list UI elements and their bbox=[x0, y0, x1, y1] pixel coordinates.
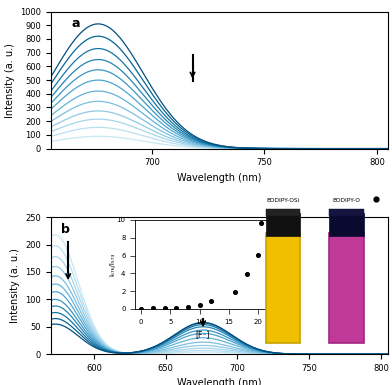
Text: BODIPY-OSi: BODIPY-OSi bbox=[267, 198, 300, 203]
Y-axis label: Intensity (a. u.): Intensity (a. u.) bbox=[10, 248, 20, 323]
Point bbox=[372, 196, 379, 202]
Text: b: b bbox=[61, 223, 70, 236]
X-axis label: Wavelength (nm): Wavelength (nm) bbox=[177, 173, 262, 183]
Text: BODIPY-O: BODIPY-O bbox=[332, 198, 360, 203]
Y-axis label: Intensity (a. u.): Intensity (a. u.) bbox=[5, 43, 15, 117]
Bar bbox=[266, 213, 300, 236]
Bar bbox=[266, 233, 300, 343]
Bar bbox=[329, 209, 363, 216]
Bar bbox=[266, 209, 300, 216]
X-axis label: Wavelength (nm): Wavelength (nm) bbox=[177, 378, 262, 385]
Text: a: a bbox=[71, 17, 80, 30]
Bar bbox=[329, 213, 363, 236]
Bar bbox=[329, 233, 363, 343]
